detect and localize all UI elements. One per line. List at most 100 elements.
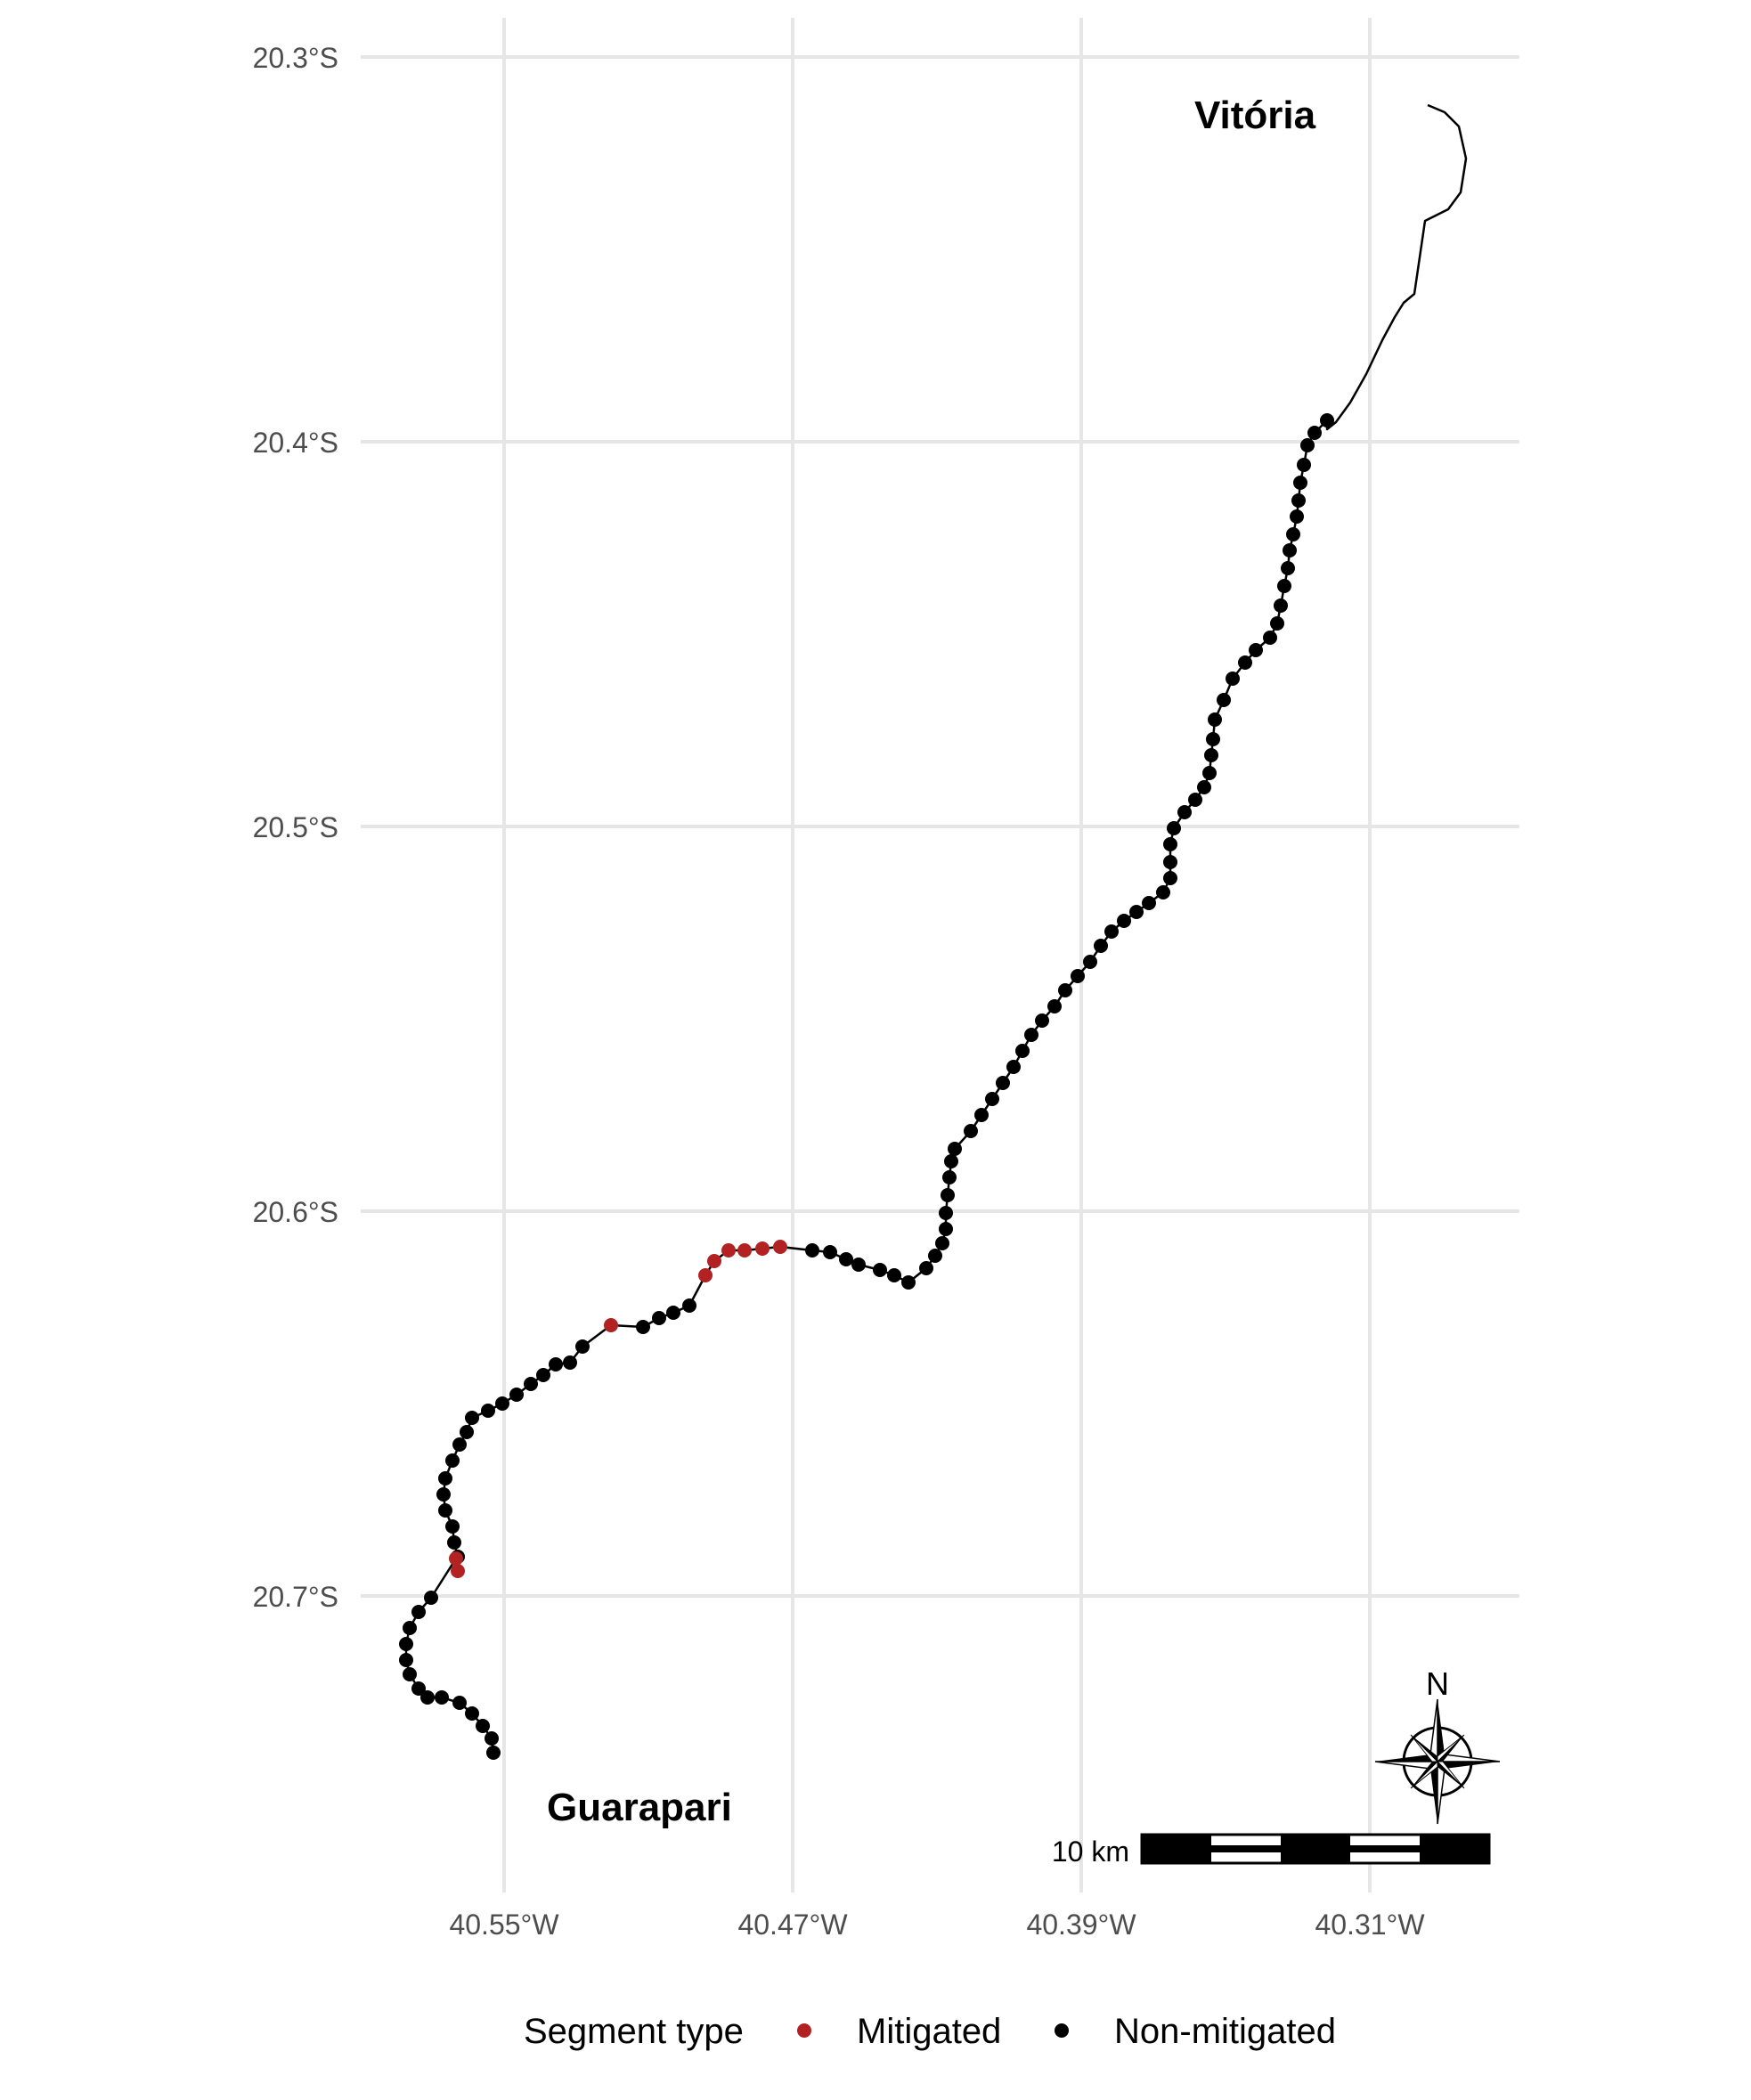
segment-point-non-mitigated xyxy=(1277,579,1291,593)
grid xyxy=(361,18,1519,1892)
segment-point-non-mitigated xyxy=(1263,631,1277,645)
segment-point-non-mitigated xyxy=(1320,413,1334,427)
segment-point-non-mitigated xyxy=(1202,766,1217,780)
segment-point-non-mitigated xyxy=(411,1605,426,1619)
segment-point-non-mitigated xyxy=(445,1519,460,1534)
segment-point-non-mitigated xyxy=(939,1222,953,1236)
segment-point-mitigated xyxy=(737,1243,752,1258)
segment-point-non-mitigated xyxy=(411,1681,426,1696)
segment-point-non-mitigated xyxy=(436,1487,451,1502)
segment-point-non-mitigated xyxy=(1291,493,1306,508)
segment-point-mitigated xyxy=(449,1551,463,1566)
segment-point-mitigated xyxy=(755,1241,770,1256)
segment-point-non-mitigated xyxy=(435,1690,449,1705)
segment-point-non-mitigated xyxy=(839,1252,853,1266)
y-tick-label: 20.5°S xyxy=(253,811,338,843)
segment-point-non-mitigated xyxy=(438,1503,452,1518)
segment-point-non-mitigated xyxy=(873,1263,887,1277)
segment-point-non-mitigated xyxy=(1238,655,1252,670)
y-axis: 20.3°S 20.4°S 20.5°S 20.6°S 20.7°S xyxy=(253,42,338,1613)
segment-point-non-mitigated xyxy=(1286,527,1300,541)
segment-point-non-mitigated xyxy=(486,1746,501,1760)
segment-point-non-mitigated xyxy=(1163,837,1177,851)
segment-point-non-mitigated xyxy=(485,1731,499,1746)
segment-point-non-mitigated xyxy=(403,1621,417,1635)
segment-point-non-mitigated xyxy=(1307,426,1322,440)
scale-bar-segment xyxy=(1350,1845,1420,1852)
segment-point-non-mitigated xyxy=(447,1535,461,1550)
segment-point-mitigated xyxy=(698,1268,713,1282)
segment-point-non-mitigated xyxy=(399,1637,413,1651)
segment-point-non-mitigated xyxy=(1024,1028,1038,1042)
segment-point-non-mitigated xyxy=(445,1453,460,1468)
segment-point-non-mitigated xyxy=(964,1124,978,1138)
segment-point-non-mitigated xyxy=(823,1245,837,1259)
segment-point-non-mitigated xyxy=(481,1404,495,1418)
segment-point-non-mitigated xyxy=(563,1355,577,1370)
segment-point-mitigated xyxy=(604,1318,618,1332)
x-tick-label: 40.55°W xyxy=(449,1909,559,1941)
segment-point-non-mitigated xyxy=(636,1320,650,1334)
segment-point-non-mitigated xyxy=(1270,616,1284,631)
segment-point-non-mitigated xyxy=(1226,672,1240,686)
scale-bar: 10 km xyxy=(1052,1833,1491,1868)
segment-point-non-mitigated xyxy=(1177,805,1192,819)
segment-point-non-mitigated xyxy=(939,1206,953,1220)
segment-point-non-mitigated xyxy=(438,1471,452,1485)
segment-point-non-mitigated xyxy=(509,1388,524,1402)
x-axis: 40.55°W 40.47°W 40.39°W 40.31°W xyxy=(449,1909,1425,1941)
segment-point-non-mitigated xyxy=(1290,509,1304,524)
x-tick-label: 40.39°W xyxy=(1026,1909,1136,1941)
segment-point-non-mitigated xyxy=(935,1236,949,1250)
compass-rose-icon xyxy=(1374,1698,1501,1825)
segment-point-non-mitigated xyxy=(1142,896,1156,910)
segment-point-non-mitigated xyxy=(1297,458,1311,472)
segment-point-non-mitigated xyxy=(1208,712,1222,727)
segment-point-non-mitigated xyxy=(1204,748,1218,762)
city-label-guarapari: Guarapari xyxy=(547,1786,732,1829)
segment-point-non-mitigated xyxy=(996,1076,1010,1090)
segment-point-non-mitigated xyxy=(1274,598,1288,613)
scale-bar-label: 10 km xyxy=(1052,1835,1129,1868)
x-tick-label: 40.31°W xyxy=(1315,1909,1425,1941)
segment-point-mitigated xyxy=(773,1240,787,1254)
segment-point-non-mitigated xyxy=(1188,793,1202,807)
scale-bar-segment xyxy=(1420,1835,1489,1863)
segment-point-non-mitigated xyxy=(942,1170,957,1184)
legend-label-mitigated: Mitigated xyxy=(857,2012,1001,2051)
segment-point-mitigated xyxy=(721,1243,736,1258)
segment-point-non-mitigated xyxy=(1293,476,1307,490)
segment-point-non-mitigated xyxy=(1104,924,1119,939)
segment-point-non-mitigated xyxy=(1281,561,1295,575)
y-tick-label: 20.6°S xyxy=(253,1196,338,1228)
segment-point-non-mitigated xyxy=(575,1339,590,1354)
scale-bar-segment xyxy=(1281,1835,1350,1863)
segment-point-non-mitigated xyxy=(524,1377,538,1391)
segment-point-non-mitigated xyxy=(1163,871,1177,885)
scale-bar-segment xyxy=(1211,1845,1281,1852)
segment-point-non-mitigated xyxy=(944,1154,958,1168)
segment-point-non-mitigated xyxy=(452,1437,467,1452)
segment-point-non-mitigated xyxy=(460,1425,474,1439)
segment-point-non-mitigated xyxy=(928,1249,942,1263)
segment-point-non-mitigated xyxy=(536,1368,550,1382)
segment-point-non-mitigated xyxy=(1156,885,1170,899)
y-tick-label: 20.4°S xyxy=(253,427,338,459)
segment-point-non-mitigated xyxy=(476,1719,490,1733)
segment-point-non-mitigated xyxy=(1015,1044,1030,1058)
segment-point-non-mitigated xyxy=(851,1258,866,1272)
segment-point-non-mitigated xyxy=(1249,643,1263,657)
segment-point-non-mitigated xyxy=(985,1092,999,1106)
segment-point-non-mitigated xyxy=(420,1690,435,1705)
segment-point-non-mitigated xyxy=(495,1396,509,1411)
segment-point-non-mitigated xyxy=(1167,821,1181,835)
north-arrow: N xyxy=(1374,1665,1501,1825)
segment-point-non-mitigated xyxy=(941,1188,955,1202)
segment-point-non-mitigated xyxy=(887,1268,901,1282)
legend: Segment type Mitigated Non-mitigated xyxy=(524,2012,1336,2051)
segment-point-non-mitigated xyxy=(1283,543,1297,558)
segment-point-non-mitigated xyxy=(403,1667,417,1681)
segment-point-non-mitigated xyxy=(919,1261,933,1275)
segment-point-non-mitigated xyxy=(1094,939,1108,953)
legend-key-non-mitigated xyxy=(1055,2023,1069,2038)
